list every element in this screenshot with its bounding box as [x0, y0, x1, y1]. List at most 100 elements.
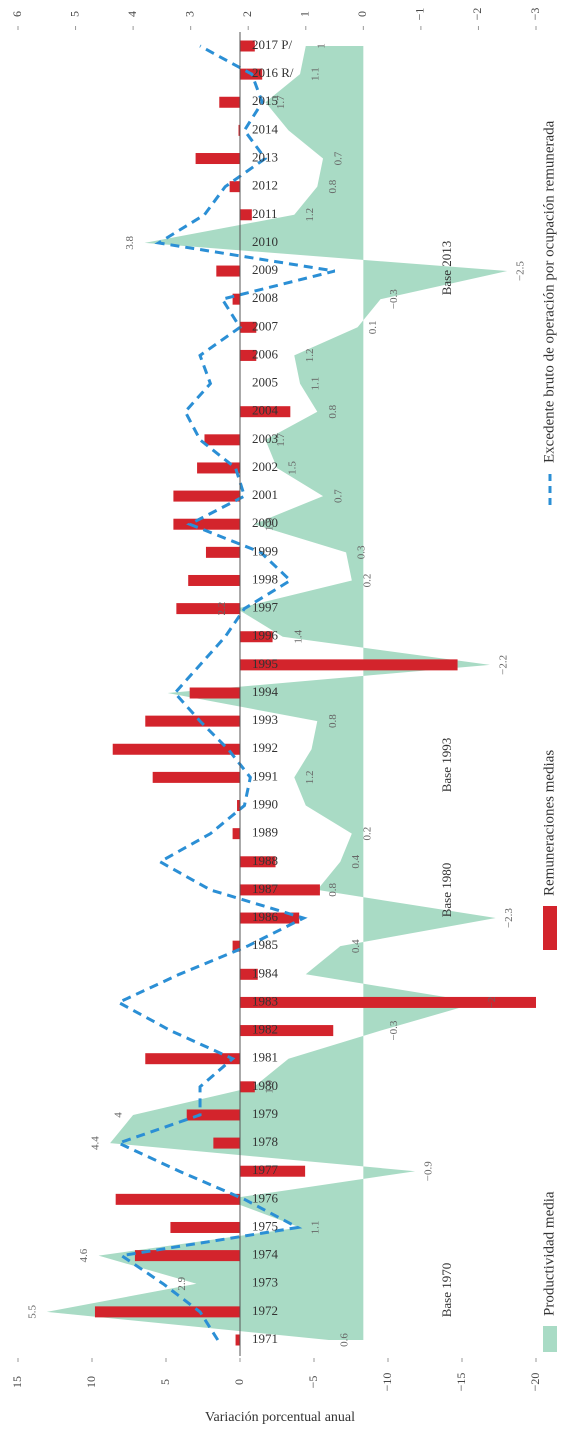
- bar: [240, 912, 300, 924]
- bar: [173, 490, 240, 502]
- value-label: 0.4: [350, 939, 362, 953]
- value-label: 0.7: [333, 489, 345, 503]
- y2-tick-label: −2: [470, 8, 484, 21]
- category-label: 1980: [252, 1078, 278, 1093]
- y-tick-label: 10: [84, 1376, 98, 1388]
- y-tick-label: −15: [454, 1373, 468, 1392]
- category-label: 2006: [252, 346, 279, 361]
- category-label: 1984: [252, 965, 279, 980]
- bar: [240, 349, 257, 361]
- bar: [240, 209, 252, 221]
- category-label: 1976: [252, 1190, 279, 1205]
- bar: [232, 828, 240, 840]
- category-label: 2003: [252, 431, 278, 446]
- value-label: 0.7: [333, 151, 345, 165]
- category-label: 2002: [252, 459, 278, 474]
- category-label: 1996: [252, 628, 279, 643]
- bar: [152, 771, 240, 783]
- category-label: 2008: [252, 290, 278, 305]
- value-label: 4.4: [90, 1136, 102, 1150]
- value-label: 0.3: [356, 545, 368, 559]
- y2-tick-label: 1: [298, 11, 312, 17]
- category-label: 2001: [252, 487, 278, 502]
- y2-tick-label: 0: [355, 11, 369, 17]
- bar: [240, 631, 273, 643]
- bar: [240, 321, 257, 333]
- bar: [237, 800, 240, 812]
- bar: [94, 1306, 241, 1318]
- category-label: 2004: [252, 403, 279, 418]
- bar: [112, 743, 240, 755]
- category-label: 2012: [252, 178, 278, 193]
- y2-tick-label: 4: [125, 11, 139, 17]
- bar: [240, 968, 258, 980]
- category-label: 1972: [252, 1303, 278, 1318]
- category-label: 1989: [252, 825, 278, 840]
- annotation: Base 1970: [439, 1263, 454, 1318]
- value-label: 4: [113, 1112, 125, 1118]
- bar: [240, 884, 320, 896]
- category-label: 1999: [252, 543, 278, 558]
- category-label: 1975: [252, 1218, 278, 1233]
- bar: [229, 181, 240, 193]
- bar: [216, 265, 240, 277]
- bar: [213, 1137, 240, 1149]
- bar: [232, 293, 240, 305]
- bar: [205, 546, 240, 558]
- category-label: 2014: [252, 121, 279, 136]
- y2-tick-label: −1: [413, 8, 427, 21]
- category-label: 2009: [252, 262, 278, 277]
- value-label: 1.5: [287, 461, 299, 475]
- value-label: 1.9: [264, 1079, 276, 1093]
- legend-label: Productividad media: [541, 1191, 557, 1316]
- line: [114, 44, 336, 1341]
- annotation: Base 2013: [439, 241, 454, 296]
- value-label: 0.8: [327, 179, 339, 193]
- category-label: 1985: [252, 937, 278, 952]
- legend-label: Remuneraciones medias: [541, 750, 557, 896]
- category-label: 1987: [252, 881, 279, 896]
- y2-tick-label: 5: [67, 11, 81, 17]
- bar: [145, 1053, 240, 1065]
- bar: [240, 1165, 306, 1177]
- value-label: 0.8: [327, 714, 339, 728]
- category-label: 1988: [252, 853, 278, 868]
- bar: [235, 1334, 240, 1346]
- axis-title: Variación porcentual anual: [205, 1410, 355, 1425]
- bar: [240, 40, 255, 52]
- value-label: 0.2: [361, 574, 373, 588]
- legend-swatch: [543, 906, 557, 950]
- legend-swatch: [543, 1326, 557, 1352]
- bar: [232, 940, 240, 952]
- category-label: 1983: [252, 993, 278, 1008]
- value-label: 3.8: [124, 236, 136, 250]
- bar: [240, 1081, 255, 1093]
- value-label: 1.2: [304, 771, 316, 785]
- bar: [197, 462, 240, 474]
- value-label: 2.2: [216, 602, 228, 616]
- value-label: 0.8: [327, 883, 339, 897]
- category-label: 2005: [252, 375, 278, 390]
- y2-tick-label: 3: [182, 11, 196, 17]
- category-label: 1974: [252, 1247, 279, 1262]
- bar: [188, 574, 240, 586]
- value-label: −2.3: [503, 908, 515, 928]
- bar: [115, 1193, 240, 1205]
- category-label: 1982: [252, 1022, 278, 1037]
- value-label: −2: [486, 997, 498, 1009]
- value-label: 1: [315, 43, 327, 49]
- value-label: 0.2: [361, 827, 373, 841]
- value-label: 1.1: [310, 377, 322, 391]
- value-label: 1.1: [310, 67, 322, 81]
- y2-tick-label: −3: [528, 8, 542, 21]
- bar: [189, 687, 240, 699]
- annotation: Base 1993: [439, 738, 454, 793]
- bar: [204, 434, 240, 446]
- category-label: 2016 R/: [252, 65, 294, 80]
- value-label: 0.1: [367, 320, 379, 334]
- category-label: 2007: [252, 318, 279, 333]
- category-label: 2000: [252, 515, 278, 530]
- category-label: 1979: [252, 1106, 278, 1121]
